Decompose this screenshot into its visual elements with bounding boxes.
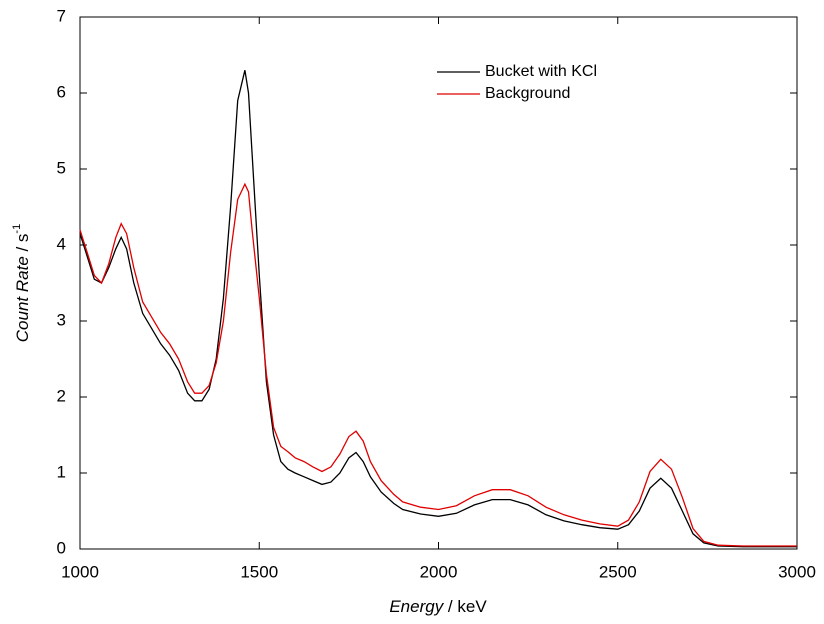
x-tick-label: 1000	[61, 562, 99, 581]
x-label-unit: / keV	[443, 597, 487, 616]
y-label-sup: -1	[11, 224, 23, 234]
x-tick-label: 2500	[599, 562, 637, 581]
y-tick-label: 7	[57, 6, 66, 25]
y-tick-label: 1	[57, 462, 66, 481]
y-tick-label: 2	[57, 386, 66, 405]
plot-frame	[79, 16, 798, 550]
x-tick-label: 3000	[778, 562, 816, 581]
y-tick-label: 6	[57, 82, 66, 101]
data-line	[79, 70, 797, 548]
y-tick-label: 0	[57, 538, 66, 557]
x-label-italic: Energy	[389, 597, 444, 616]
y-axis-title: Count Rate / s-1	[11, 224, 33, 342]
x-axis-title: Energy / keV	[389, 597, 487, 616]
y-label-unit: / s	[13, 234, 32, 257]
x-tick-label: 2000	[420, 562, 458, 581]
legend-label: Bucket with KCl	[485, 63, 597, 80]
y-label-italic: Count Rate	[13, 256, 32, 342]
y-tick-label: 5	[57, 158, 66, 177]
y-tick-label: 4	[57, 234, 66, 253]
y-tick-label: 3	[57, 310, 66, 329]
legend-label: Background	[485, 85, 570, 102]
data-line	[79, 182, 797, 547]
x-tick-label: 1500	[240, 562, 278, 581]
